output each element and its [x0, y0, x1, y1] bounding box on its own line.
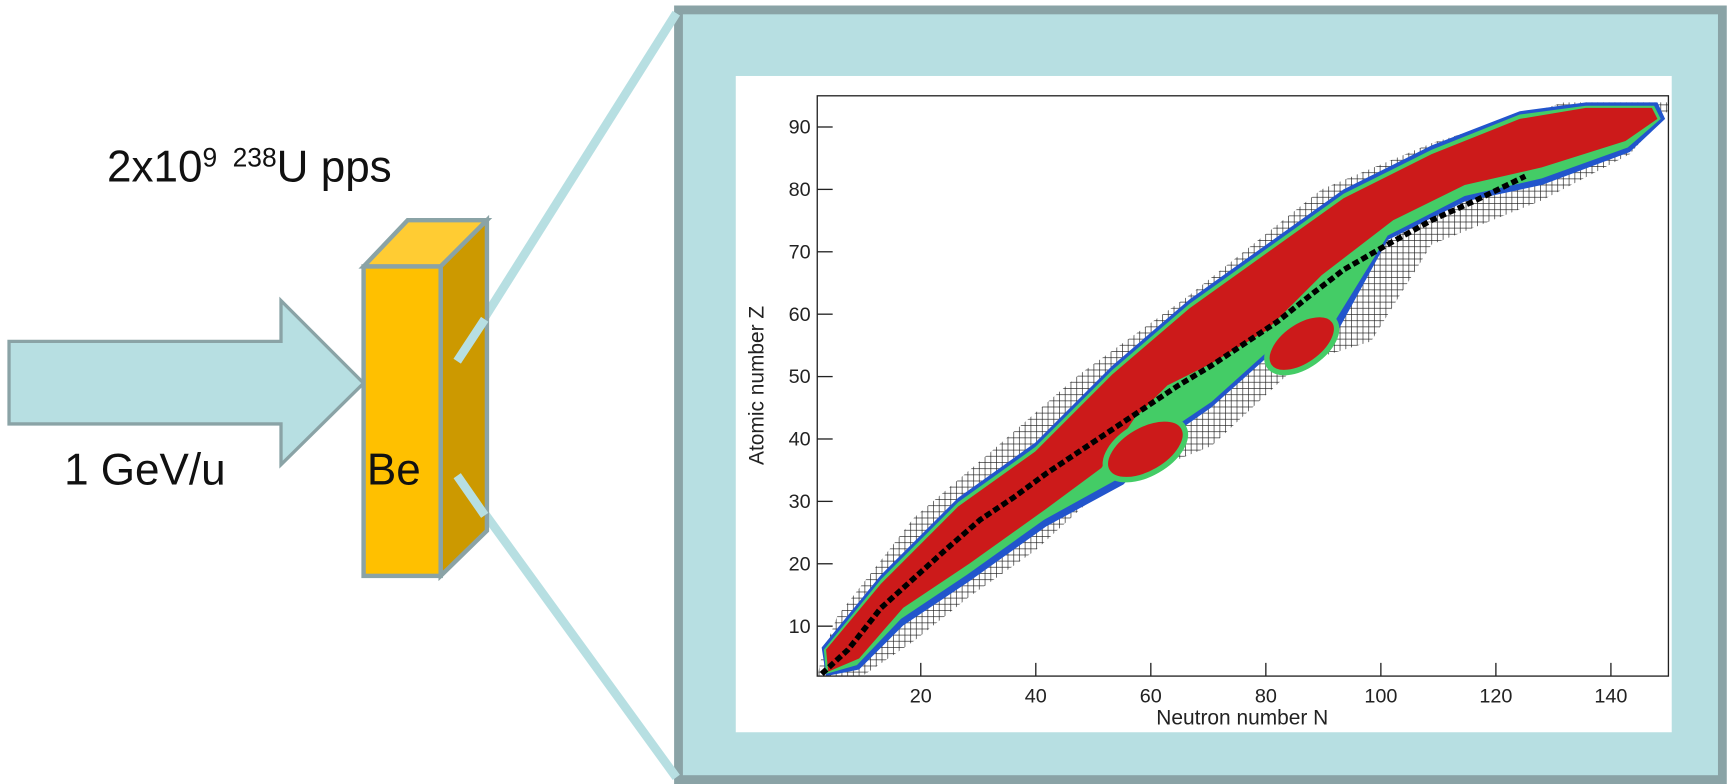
target-side — [438, 214, 490, 582]
y-tick-label: 80 — [789, 179, 811, 201]
x-tick-label: 120 — [1479, 686, 1512, 708]
intensity-base: 2x10 — [107, 143, 202, 192]
x-tick-label: 80 — [1255, 686, 1277, 708]
stability-line — [819, 173, 1527, 676]
y-tick-label: 20 — [789, 553, 811, 575]
target-label: Be — [367, 445, 421, 494]
plot-frame — [816, 95, 1670, 677]
y-tick-label: 50 — [789, 366, 811, 388]
y-tick-label: 30 — [789, 491, 811, 513]
intensity-exponent: 9 — [203, 142, 218, 172]
beam-arrow — [7, 296, 366, 469]
y-tick-label: 90 — [789, 117, 811, 139]
isotope-mass: 238 — [233, 142, 277, 172]
zoom-line — [453, 10, 681, 364]
x-tick-label: 60 — [1140, 686, 1162, 708]
zoom-line — [453, 473, 680, 780]
band-edge — [821, 102, 1666, 677]
beam-energy: 1 GeV/u — [64, 445, 226, 494]
fission-island — [1264, 311, 1340, 376]
beam-intensity: 2x109 238U pps — [107, 142, 392, 191]
zoom-line — [453, 473, 489, 518]
target-front — [361, 264, 443, 579]
y-tick-label: 70 — [789, 241, 811, 263]
y-tick-label: 60 — [789, 304, 811, 326]
isotope-rest: U pps — [277, 143, 392, 192]
zoom-line — [453, 316, 489, 364]
fission-island — [1102, 416, 1189, 483]
y-tick-label: 10 — [789, 616, 811, 638]
x-axis-label: Neutron number N — [1156, 707, 1328, 730]
nuclide-map — [817, 102, 1669, 677]
x-tick-label: 100 — [1364, 686, 1397, 708]
y-tick-label: 40 — [789, 429, 811, 451]
x-tick-label: 40 — [1025, 686, 1047, 708]
band-middle — [823, 105, 1661, 674]
x-tick-label: 20 — [910, 686, 932, 708]
y-axis-label: Atomic number Z — [745, 306, 768, 465]
x-tick-label: 140 — [1594, 686, 1627, 708]
